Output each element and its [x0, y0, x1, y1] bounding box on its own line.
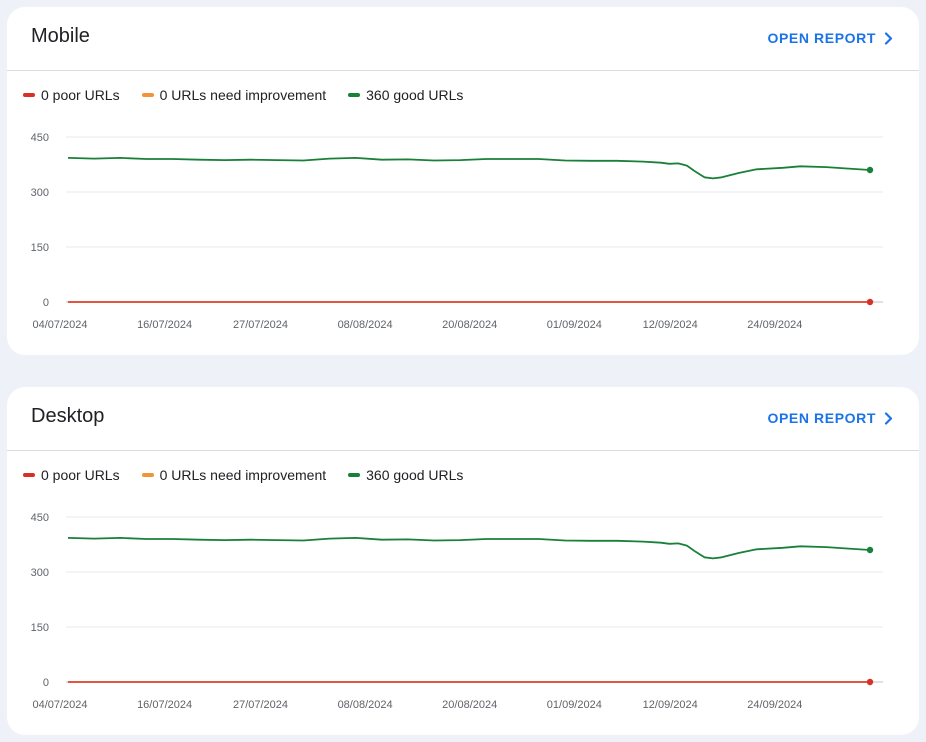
y-tick-label: 150 [31, 622, 49, 634]
legend-swatch-poor [23, 93, 35, 97]
x-tick-label: 04/07/2024 [32, 319, 87, 331]
x-tick-label: 04/07/2024 [32, 699, 87, 711]
legend-swatch-needs-improvement [141, 93, 154, 97]
y-tick-label: 0 [43, 297, 49, 309]
desktop-card: Desktop OPEN REPORT 0 poor URLs 0 URLs n… [7, 387, 919, 735]
legend-label: 0 poor URLs [41, 87, 120, 103]
legend: 0 poor URLs 0 URLs need improvement 360 … [23, 467, 485, 483]
x-tick-label: 27/07/2024 [233, 319, 288, 331]
card-header: Mobile OPEN REPORT [7, 7, 919, 71]
series-end-point-good [866, 546, 874, 554]
x-tick-label: 01/09/2024 [547, 699, 602, 711]
x-tick-label: 16/07/2024 [137, 319, 192, 331]
legend-label: 0 URLs need improvement [159, 467, 327, 483]
x-tick-label: 20/08/2024 [442, 699, 497, 711]
legend-label: 0 poor URLs [41, 467, 120, 483]
card-title: Mobile [31, 25, 90, 47]
legend: 0 poor URLs 0 URLs need improvement 360 … [23, 87, 485, 103]
y-tick-label: 150 [31, 242, 49, 254]
legend-label: 360 good URLs [366, 87, 464, 103]
x-tick-label: 12/09/2024 [643, 699, 698, 711]
desktop-chart: 0 150 300 450 04/07/2024 16/07/2024 27/07/2024… [31, 512, 883, 711]
legend-swatch-needs-improvement [141, 473, 154, 477]
x-tick-label: 16/07/2024 [137, 699, 192, 711]
x-tick-label: 08/08/2024 [338, 319, 393, 331]
legend-swatch-good [348, 93, 361, 97]
legend-item-good[interactable]: 360 good URLs [348, 87, 463, 103]
legend-label: 360 good URLs [366, 467, 464, 483]
x-tick-label: 01/09/2024 [547, 319, 602, 331]
y-tick-label: 450 [31, 132, 49, 144]
legend-item-good[interactable]: 360 good URLs [348, 467, 463, 483]
legend-item-needs-improvement[interactable]: 0 URLs need improvement [141, 467, 327, 483]
legend-label: 0 URLs need improvement [159, 87, 327, 103]
card-header: Desktop OPEN REPORT [7, 387, 919, 451]
x-tick-label: 20/08/2024 [442, 319, 497, 331]
chevron-right-icon [884, 411, 893, 425]
legend-item-poor[interactable]: 0 poor URLs [23, 467, 120, 483]
y-tick-label: 450 [31, 512, 49, 524]
x-tick-label: 12/09/2024 [643, 319, 698, 331]
x-tick-label: 24/09/2024 [747, 319, 802, 331]
series-end-point-good [866, 166, 874, 174]
chevron-right-icon [884, 31, 893, 45]
legend-item-needs-improvement[interactable]: 0 URLs need improvement [141, 87, 327, 103]
legend-item-poor[interactable]: 0 poor URLs [23, 87, 120, 103]
open-report-label: OPEN REPORT [767, 410, 876, 426]
mobile-chart: 0 150 300 450 04/07/2024 16/07/2024 27/07/2024… [31, 132, 883, 331]
legend-swatch-poor [23, 473, 35, 477]
series-end-point-poor [866, 298, 874, 306]
x-tick-label: 24/09/2024 [747, 699, 802, 711]
series-end-point-poor [866, 678, 874, 686]
open-report-button[interactable]: OPEN REPORT [767, 30, 893, 46]
x-tick-label: 27/07/2024 [233, 699, 288, 711]
y-tick-label: 300 [31, 187, 49, 199]
x-tick-label: 08/08/2024 [338, 699, 393, 711]
open-report-label: OPEN REPORT [767, 30, 876, 46]
open-report-button[interactable]: OPEN REPORT [767, 410, 893, 426]
mobile-card: Mobile OPEN REPORT 0 poor URLs 0 URLs ne… [7, 7, 919, 355]
y-tick-label: 0 [43, 677, 49, 689]
series-line-good [67, 537, 871, 560]
legend-swatch-good [348, 473, 361, 477]
series-line-good [67, 157, 871, 180]
y-tick-label: 300 [31, 567, 49, 579]
card-title: Desktop [31, 405, 105, 427]
